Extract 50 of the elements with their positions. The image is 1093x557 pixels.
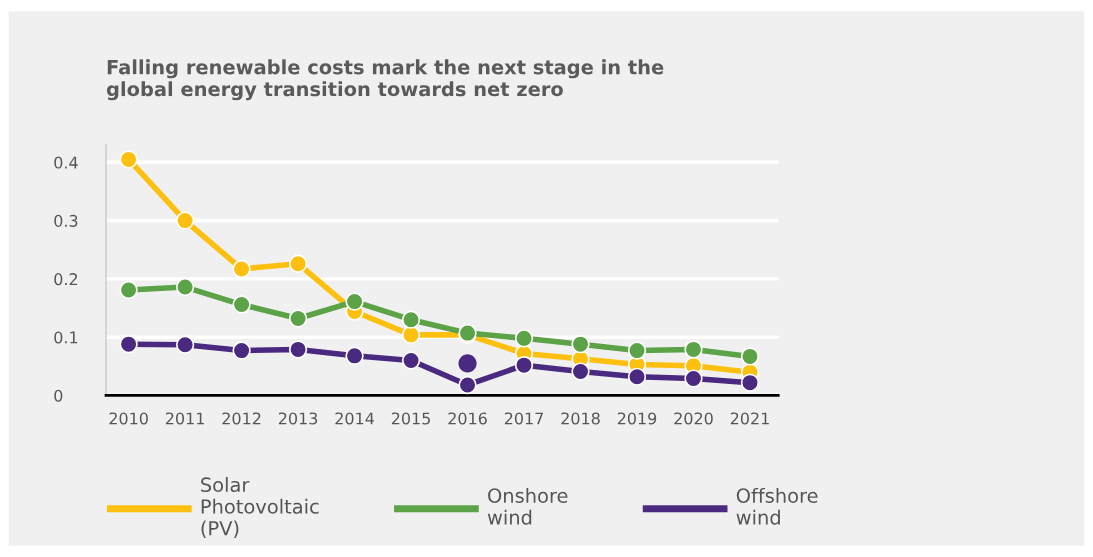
x-tick-label: 2016: [448, 412, 487, 425]
point: [401, 351, 421, 370]
x-tick-label: 2010: [109, 412, 148, 425]
y-tick-label: 0.4: [54, 156, 78, 169]
x-tick-label: 2021: [730, 412, 769, 425]
point: [119, 335, 138, 354]
legend-label: Onshore wind: [487, 487, 568, 525]
point: [175, 335, 195, 354]
point: [175, 277, 195, 297]
point: [401, 310, 421, 329]
y-tick-label: 0.1: [54, 331, 78, 344]
y-tick-label: 0.2: [54, 273, 78, 286]
x-tick-label: 2017: [504, 412, 543, 425]
point: [627, 367, 647, 386]
point: [288, 309, 308, 328]
point: [458, 354, 477, 373]
point: [740, 373, 760, 392]
point: [345, 292, 364, 311]
point: [345, 346, 364, 366]
point: [119, 280, 138, 300]
point: [571, 362, 590, 381]
point: [119, 150, 138, 169]
point: [232, 341, 251, 360]
y-tick-label: 0: [54, 389, 63, 402]
x-tick-label: 2011: [165, 412, 204, 425]
point: [514, 355, 534, 375]
x-tick-label: 2012: [222, 412, 261, 425]
point: [627, 341, 647, 360]
point: [175, 211, 195, 230]
chart-title: Falling renewable costs mark the next stage in the global energy transition towards net zero: [106, 59, 664, 101]
point: [684, 340, 703, 359]
point: [514, 329, 534, 348]
legend-label: Offshore wind: [736, 487, 818, 525]
y-tick-label: 0.3: [54, 214, 78, 227]
x-tick-label: 2015: [391, 412, 430, 425]
point: [740, 347, 760, 366]
point: [401, 325, 421, 345]
x-tick-label: 2014: [335, 412, 374, 425]
x-tick-label: 2013: [278, 412, 318, 425]
x-tick-label: 2019: [617, 412, 657, 425]
x-tick-label: 2020: [674, 412, 713, 425]
point: [288, 254, 308, 273]
point: [458, 375, 477, 395]
point: [232, 259, 251, 279]
point: [684, 369, 703, 388]
point: [571, 335, 590, 354]
legend-label: Solar Photovoltaic (PV): [201, 477, 319, 538]
point: [232, 295, 251, 314]
point: [288, 340, 308, 359]
x-tick-label: 2018: [561, 412, 600, 425]
